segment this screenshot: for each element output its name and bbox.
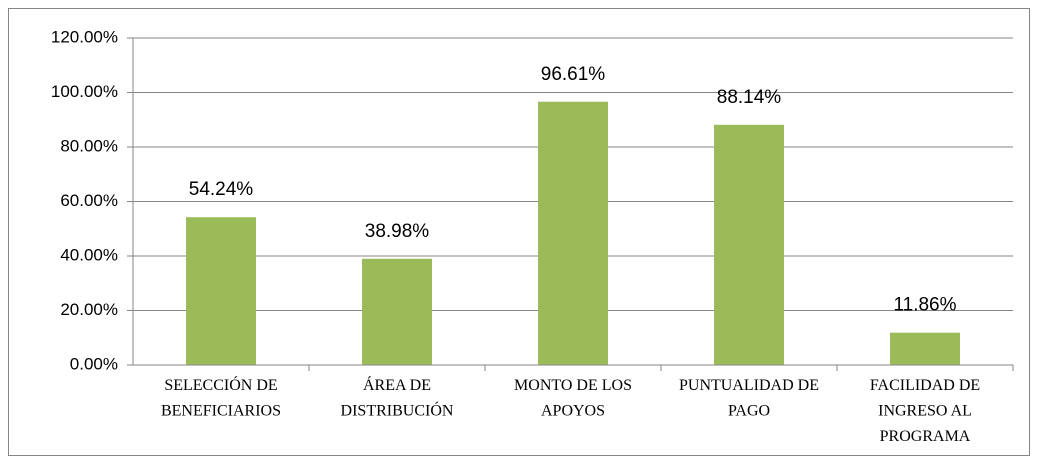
bar — [362, 258, 432, 365]
chart-frame — [8, 8, 1030, 456]
value-label: 11.86% — [893, 295, 956, 316]
x-tick-label: SELECCIÓN DE BENEFICIARIOS — [161, 375, 281, 420]
y-tick-label: 60.00% — [60, 191, 118, 210]
value-label: 54.24% — [189, 179, 254, 200]
y-tick-label: 80.00% — [60, 136, 118, 155]
value-label: 96.61% — [541, 64, 606, 85]
bar — [186, 217, 256, 365]
y-tick-label: 100.00% — [51, 82, 118, 101]
y-tick-label: 120.00% — [51, 27, 118, 46]
y-tick-label: 0.00% — [70, 354, 118, 373]
value-label: 88.14% — [717, 87, 782, 108]
x-tick-label: FACILIDAD DE INGRESO AL PROGRAMA — [870, 377, 980, 445]
value-label: 38.98% — [365, 221, 430, 242]
bar — [538, 101, 608, 366]
bar — [714, 124, 784, 365]
x-tick-label: PUNTUALIDAD DE PAGO — [679, 377, 819, 420]
x-tick-label: MONTO DE LOS APOYOS — [514, 377, 632, 420]
bar — [890, 332, 960, 365]
x-tick-label: ÁREA DE DISTRIBUCIÓN — [341, 375, 454, 420]
y-tick-label: 40.00% — [60, 245, 118, 264]
y-tick-label: 20.00% — [60, 300, 118, 319]
